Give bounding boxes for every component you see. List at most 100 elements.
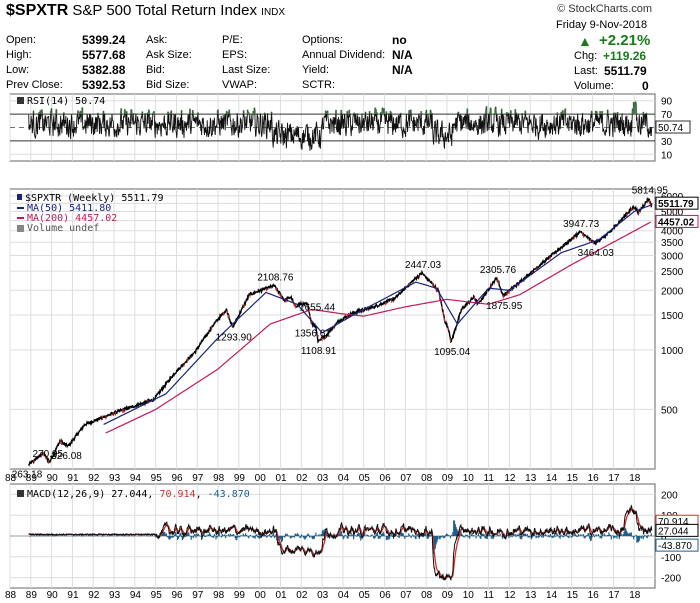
x-tick-label: 97 [192,590,204,601]
x-tick-label: 93 [109,590,121,601]
x-tick-label: 92 [88,590,100,601]
x-tick-label: 03 [317,590,329,601]
volume-label: Volume: [574,80,614,92]
options-label: Options: [302,34,343,46]
x-tick-label: 90 [47,590,59,601]
rsi-value-box [655,120,691,134]
last-price-tag-box [655,196,699,210]
macd-tick-label: -200 [661,574,681,585]
price-annotation: 1293.90 [216,333,253,344]
macd-tick-label: 0 [661,532,667,543]
price-annotation: 2108.76 [257,273,294,284]
price-line [28,196,653,467]
options-value: no [392,33,407,47]
x-tick-label: 92 [88,473,100,484]
last-size-label: Last Size: [222,64,271,76]
x-tick-label: 88 [5,473,17,484]
axis-labels: 88 88 89 89 90 90 91 91 92 92 93 93 94 94 95 95 96 96 97 97… [5,97,699,601]
x-tick-label: 01 [275,590,287,601]
ma200-line [105,221,652,434]
x-tick-label: 15 [567,473,579,484]
x-tick-label: 08 [421,473,433,484]
macd-legend-hist: -43.870 [208,489,250,500]
chart-title: $SPXTR S&P 500 Total Return Index INDX [6,2,285,20]
macd-legend: MACD(12,26,9) 27.044, 70.914, -43.870 [17,489,250,500]
macd-hist-tag: -43.870 [658,541,692,552]
up-arrow-icon: ▲ [578,33,592,49]
vwap-label: VWAP: [222,79,258,91]
price-tick-label: 3000 [661,251,684,262]
price-annotation: 263.18 [12,470,43,481]
x-tick-label: 96 [171,473,183,484]
last-price-tag: 5511.79 [658,199,694,210]
high-value: 5577.68 [82,48,126,62]
x-tick-label: 10 [463,473,475,484]
x-tick-label: 07 [400,590,412,601]
price-annotation: 1095.04 [434,347,471,358]
change-label: Chg: [574,50,598,62]
x-tick-label: 04 [338,590,350,601]
macd-signal-line [28,508,652,580]
x-tick-label: 14 [546,590,558,601]
price-annotation: 1875.95 [486,301,523,312]
volume-value: 0 [642,79,649,93]
price-annotation: 1655.44 [299,303,336,314]
ask-label: Ask: [146,34,168,46]
x-tick-label: 88 [5,590,17,601]
price-series [28,196,653,467]
price-legend-text: $SPXTR (Weekly) 5511.79 [25,193,163,204]
x-tick-label: 89 [26,473,38,484]
volume-legend-icon [17,225,24,232]
quote-date: Friday 9-Nov-2018 [556,19,648,31]
yield-label: Yield: [302,64,330,76]
prev-close-value: 5392.53 [82,78,126,92]
low-label: Low: [6,64,30,76]
rsi-legend-text: RSI(14) 50.74 [27,96,105,107]
x-tick-label: 00 [255,473,267,484]
x-tick-label: 07 [400,473,412,484]
price-tick-label: 1000 [661,346,684,357]
symbol: $SPXTR [6,2,69,19]
x-tick-label: 91 [67,473,79,484]
x-tick-label: 18 [629,473,641,484]
exchange: INDX [261,7,286,18]
ma200-legend-text: MA(200) 4457.02 [27,213,117,224]
last-value: 5511.79 [604,64,647,78]
macd-legend-icon [17,490,24,497]
low-value: 5382.88 [82,63,126,77]
price-tick-label: 1500 [661,311,684,322]
price-annotation: 1356.61 [295,329,332,340]
price-annotation: 5814.95 [632,186,669,197]
price-tick-label: 4000 [661,227,684,238]
x-tick-label: 06 [380,473,392,484]
ma50-line [103,204,652,425]
macd-value-tag-box [655,523,699,537]
price-tick-label: 5000 [661,208,684,219]
macd-tick-label: 200 [661,490,678,501]
rsi-legend: RSI(14) 50.74 [17,96,105,107]
bid-size-label: Bid Size: [146,79,190,91]
rsi-legend-icon [17,97,24,104]
x-tick-label: 11 [484,473,495,484]
x-tick-label: 91 [67,590,79,601]
price-tick-label: 2500 [661,267,684,278]
x-tick-label: 06 [380,590,392,601]
x-tick-label: 14 [546,473,558,484]
rsi-series [28,101,653,151]
macd-value-tag: 27.044 [658,526,689,537]
x-tick-label: 13 [525,473,537,484]
macd-legend-sep: , [196,489,208,500]
x-tick-label: 98 [213,473,225,484]
bid-label: Bid: [146,64,165,76]
price-annotation: 2305.76 [480,265,517,276]
macd-legend-signal: 70.914 [159,489,195,500]
x-tick-label: 10 [463,590,475,601]
x-tick-label: 00 [255,590,267,601]
volume-legend-text: Volume undef [27,223,99,234]
x-tick-label: 96 [171,590,183,601]
price-tick-label: 500 [661,405,678,416]
x-tick-label: 94 [130,590,142,601]
x-tick-label: 95 [151,473,163,484]
